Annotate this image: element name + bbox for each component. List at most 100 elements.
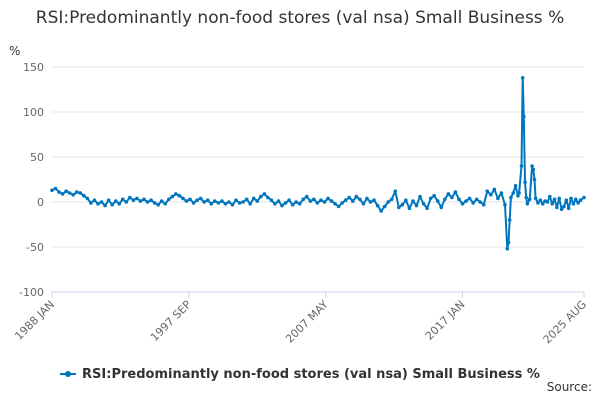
data-point[interactable]: [191, 201, 196, 205]
data-point[interactable]: [527, 197, 532, 202]
data-point[interactable]: [53, 186, 58, 191]
data-point[interactable]: [336, 204, 341, 209]
data-point[interactable]: [569, 196, 573, 201]
data-point[interactable]: [202, 200, 206, 204]
data-point[interactable]: [170, 194, 175, 199]
data-point[interactable]: [393, 189, 398, 193]
data-point[interactable]: [414, 203, 419, 208]
data-point[interactable]: [67, 191, 72, 195]
data-point[interactable]: [361, 202, 366, 206]
data-point[interactable]: [578, 198, 583, 202]
data-point[interactable]: [255, 199, 260, 203]
data-point[interactable]: [333, 202, 337, 206]
data-point[interactable]: [432, 193, 436, 198]
data-point[interactable]: [315, 201, 320, 205]
data-point[interactable]: [110, 202, 114, 207]
data-point[interactable]: [276, 199, 281, 203]
data-point[interactable]: [547, 194, 552, 199]
data-point[interactable]: [460, 202, 465, 206]
data-point[interactable]: [573, 197, 578, 202]
data-point[interactable]: [425, 206, 429, 211]
data-point[interactable]: [347, 195, 352, 200]
data-point[interactable]: [230, 202, 235, 207]
data-point[interactable]: [262, 192, 267, 196]
data-point[interactable]: [149, 198, 153, 202]
data-point[interactable]: [481, 202, 486, 207]
data-point[interactable]: [205, 198, 210, 202]
data-point[interactable]: [145, 200, 150, 204]
data-point[interactable]: [505, 247, 510, 251]
data-point[interactable]: [103, 203, 107, 208]
data-point[interactable]: [209, 202, 214, 206]
data-point[interactable]: [312, 197, 316, 202]
data-point[interactable]: [559, 207, 564, 211]
data-point[interactable]: [287, 198, 291, 202]
data-point[interactable]: [397, 205, 401, 210]
data-point[interactable]: [329, 199, 334, 203]
data-point[interactable]: [198, 196, 203, 201]
data-point[interactable]: [457, 197, 461, 202]
data-point[interactable]: [517, 191, 521, 195]
data-point[interactable]: [532, 177, 537, 182]
data-point[interactable]: [280, 203, 284, 208]
data-point[interactable]: [435, 199, 440, 203]
data-point[interactable]: [562, 204, 566, 209]
data-point[interactable]: [237, 201, 242, 205]
data-point[interactable]: [582, 195, 586, 200]
data-point[interactable]: [319, 198, 323, 202]
data-point[interactable]: [195, 198, 199, 202]
data-point[interactable]: [223, 202, 228, 206]
data-point[interactable]: [354, 194, 359, 199]
data-point[interactable]: [358, 197, 362, 202]
data-point[interactable]: [400, 202, 405, 207]
data-point[interactable]: [273, 202, 277, 206]
data-point[interactable]: [536, 201, 540, 205]
data-point[interactable]: [446, 192, 451, 196]
data-point[interactable]: [404, 198, 408, 202]
data-point[interactable]: [82, 193, 86, 198]
data-point[interactable]: [216, 201, 221, 205]
data-point[interactable]: [163, 202, 168, 206]
data-point[interactable]: [464, 199, 468, 203]
data-point[interactable]: [443, 197, 447, 202]
data-point[interactable]: [128, 195, 132, 200]
data-point[interactable]: [530, 164, 534, 168]
data-point[interactable]: [290, 202, 295, 207]
data-point[interactable]: [386, 200, 390, 204]
data-point[interactable]: [301, 197, 306, 202]
data-point[interactable]: [89, 201, 93, 205]
data-point[interactable]: [474, 197, 479, 202]
data-point[interactable]: [520, 76, 525, 80]
data-point[interactable]: [124, 200, 129, 204]
data-point[interactable]: [343, 198, 348, 202]
data-point[interactable]: [220, 199, 224, 203]
data-point[interactable]: [511, 191, 516, 195]
data-point[interactable]: [138, 199, 143, 203]
data-point[interactable]: [234, 198, 238, 202]
data-point[interactable]: [269, 198, 274, 202]
data-point[interactable]: [492, 187, 497, 192]
data-point[interactable]: [545, 200, 550, 204]
data-point[interactable]: [181, 196, 185, 201]
data-point[interactable]: [227, 200, 231, 204]
data-point[interactable]: [467, 196, 472, 201]
data-point[interactable]: [251, 196, 256, 201]
data-point[interactable]: [283, 201, 288, 205]
data-point[interactable]: [326, 196, 330, 201]
data-point[interactable]: [566, 206, 571, 211]
data-point[interactable]: [489, 193, 493, 197]
data-point[interactable]: [509, 195, 513, 200]
data-point[interactable]: [92, 198, 97, 202]
data-point[interactable]: [503, 202, 507, 207]
data-point[interactable]: [188, 197, 192, 202]
data-point[interactable]: [453, 190, 458, 194]
data-point[interactable]: [516, 193, 520, 198]
data-point[interactable]: [85, 196, 90, 201]
data-point[interactable]: [533, 196, 538, 201]
data-point[interactable]: [131, 198, 136, 202]
data-point[interactable]: [513, 184, 518, 188]
data-point[interactable]: [78, 191, 83, 195]
data-point[interactable]: [471, 201, 475, 205]
data-point[interactable]: [439, 205, 444, 210]
data-point[interactable]: [522, 114, 526, 119]
